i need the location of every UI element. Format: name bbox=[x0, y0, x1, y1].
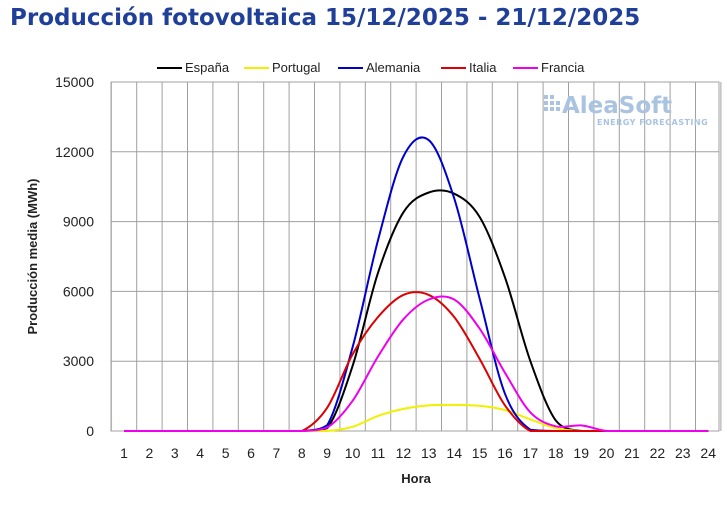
x-tick-label: 16 bbox=[497, 445, 513, 461]
x-tick-label: 13 bbox=[421, 445, 437, 461]
x-tick-label: 7 bbox=[273, 445, 281, 461]
plot-area-border bbox=[110, 81, 720, 432]
x-tick-label: 2 bbox=[146, 445, 154, 461]
chart-series-group bbox=[124, 136, 709, 432]
legend-label: Italia bbox=[469, 60, 497, 75]
y-tick-label: 12000 bbox=[55, 144, 94, 160]
x-tick-label: 20 bbox=[599, 445, 615, 461]
legend-label: Francia bbox=[541, 60, 585, 75]
x-tick-label: 23 bbox=[675, 445, 691, 461]
x-tick-label: 8 bbox=[298, 445, 306, 461]
series-line-francia bbox=[124, 295, 709, 432]
x-tick-label: 6 bbox=[247, 445, 255, 461]
x-tick-label: 10 bbox=[345, 445, 361, 461]
legend-label: Alemania bbox=[366, 60, 421, 75]
x-tick-label: 11 bbox=[371, 445, 386, 461]
x-tick-label: 19 bbox=[573, 445, 589, 461]
x-tick-label: 4 bbox=[196, 445, 204, 461]
legend-label: España bbox=[185, 60, 230, 75]
x-tick-label: 9 bbox=[323, 445, 331, 461]
x-tick-label: 12 bbox=[396, 445, 412, 461]
x-tick-label: 17 bbox=[523, 445, 539, 461]
x-tick-label: 18 bbox=[548, 445, 564, 461]
x-tick-label: 14 bbox=[446, 445, 462, 461]
logo-wordmark: AleaSoft bbox=[562, 93, 672, 119]
y-tick-label: 6000 bbox=[63, 283, 94, 299]
x-tick-label: 21 bbox=[624, 445, 640, 461]
x-tick-label: 1 bbox=[120, 445, 128, 461]
y-tick-label: 0 bbox=[86, 423, 94, 439]
aleasoft-logo: AleaSoft ENERGY FORECASTING bbox=[544, 93, 708, 127]
chart-legend[interactable]: España Portugal Alemania Italia Francia bbox=[157, 60, 585, 75]
x-tick-label: 3 bbox=[171, 445, 179, 461]
logo-dots-icon bbox=[544, 95, 560, 111]
legend-label: Portugal bbox=[272, 60, 321, 75]
y-axis-label: Producción media (MWh) bbox=[25, 179, 40, 335]
y-tick-label: 3000 bbox=[63, 353, 94, 369]
x-tick-label: 24 bbox=[700, 445, 716, 461]
logo-tagline: ENERGY FORECASTING bbox=[597, 118, 708, 127]
chart-gridlines bbox=[110, 81, 722, 432]
x-tick-label: 15 bbox=[472, 445, 488, 461]
x-tick-label: 5 bbox=[222, 445, 230, 461]
chart-title: Producción fotovoltaica 15/12/2025 - 21/… bbox=[10, 5, 641, 31]
x-axis-label: Hora bbox=[401, 471, 431, 486]
x-tick-label: 22 bbox=[650, 445, 666, 461]
y-tick-label: 9000 bbox=[63, 214, 94, 230]
y-tick-label: 15000 bbox=[55, 74, 94, 90]
